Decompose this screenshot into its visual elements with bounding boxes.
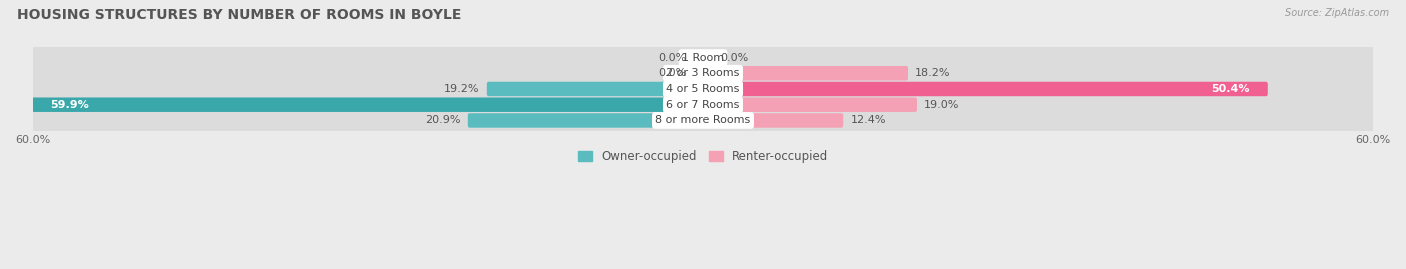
Text: Source: ZipAtlas.com: Source: ZipAtlas.com <box>1285 8 1389 18</box>
Text: 2 or 3 Rooms: 2 or 3 Rooms <box>666 68 740 78</box>
Text: 1 Room: 1 Room <box>682 52 724 62</box>
Text: 6 or 7 Rooms: 6 or 7 Rooms <box>666 100 740 110</box>
FancyBboxPatch shape <box>24 62 1382 85</box>
Text: 20.9%: 20.9% <box>425 115 461 125</box>
FancyBboxPatch shape <box>702 113 844 128</box>
Text: 50.4%: 50.4% <box>1211 84 1250 94</box>
Text: HOUSING STRUCTURES BY NUMBER OF ROOMS IN BOYLE: HOUSING STRUCTURES BY NUMBER OF ROOMS IN… <box>17 8 461 22</box>
Text: 59.9%: 59.9% <box>51 100 89 110</box>
FancyBboxPatch shape <box>702 82 1268 96</box>
FancyBboxPatch shape <box>702 97 917 112</box>
FancyBboxPatch shape <box>32 97 704 112</box>
Text: 19.2%: 19.2% <box>444 84 479 94</box>
FancyBboxPatch shape <box>24 109 1382 132</box>
FancyBboxPatch shape <box>468 113 704 128</box>
Legend: Owner-occupied, Renter-occupied: Owner-occupied, Renter-occupied <box>572 146 834 168</box>
Text: 4 or 5 Rooms: 4 or 5 Rooms <box>666 84 740 94</box>
FancyBboxPatch shape <box>24 46 1382 69</box>
FancyBboxPatch shape <box>24 93 1382 116</box>
Text: 8 or more Rooms: 8 or more Rooms <box>655 115 751 125</box>
Text: 0.0%: 0.0% <box>658 52 686 62</box>
FancyBboxPatch shape <box>702 66 908 80</box>
Text: 19.0%: 19.0% <box>924 100 960 110</box>
Text: 0.0%: 0.0% <box>720 52 748 62</box>
Text: 18.2%: 18.2% <box>915 68 950 78</box>
Text: 0.0%: 0.0% <box>658 68 686 78</box>
Text: 12.4%: 12.4% <box>851 115 886 125</box>
FancyBboxPatch shape <box>486 82 704 96</box>
FancyBboxPatch shape <box>24 77 1382 100</box>
